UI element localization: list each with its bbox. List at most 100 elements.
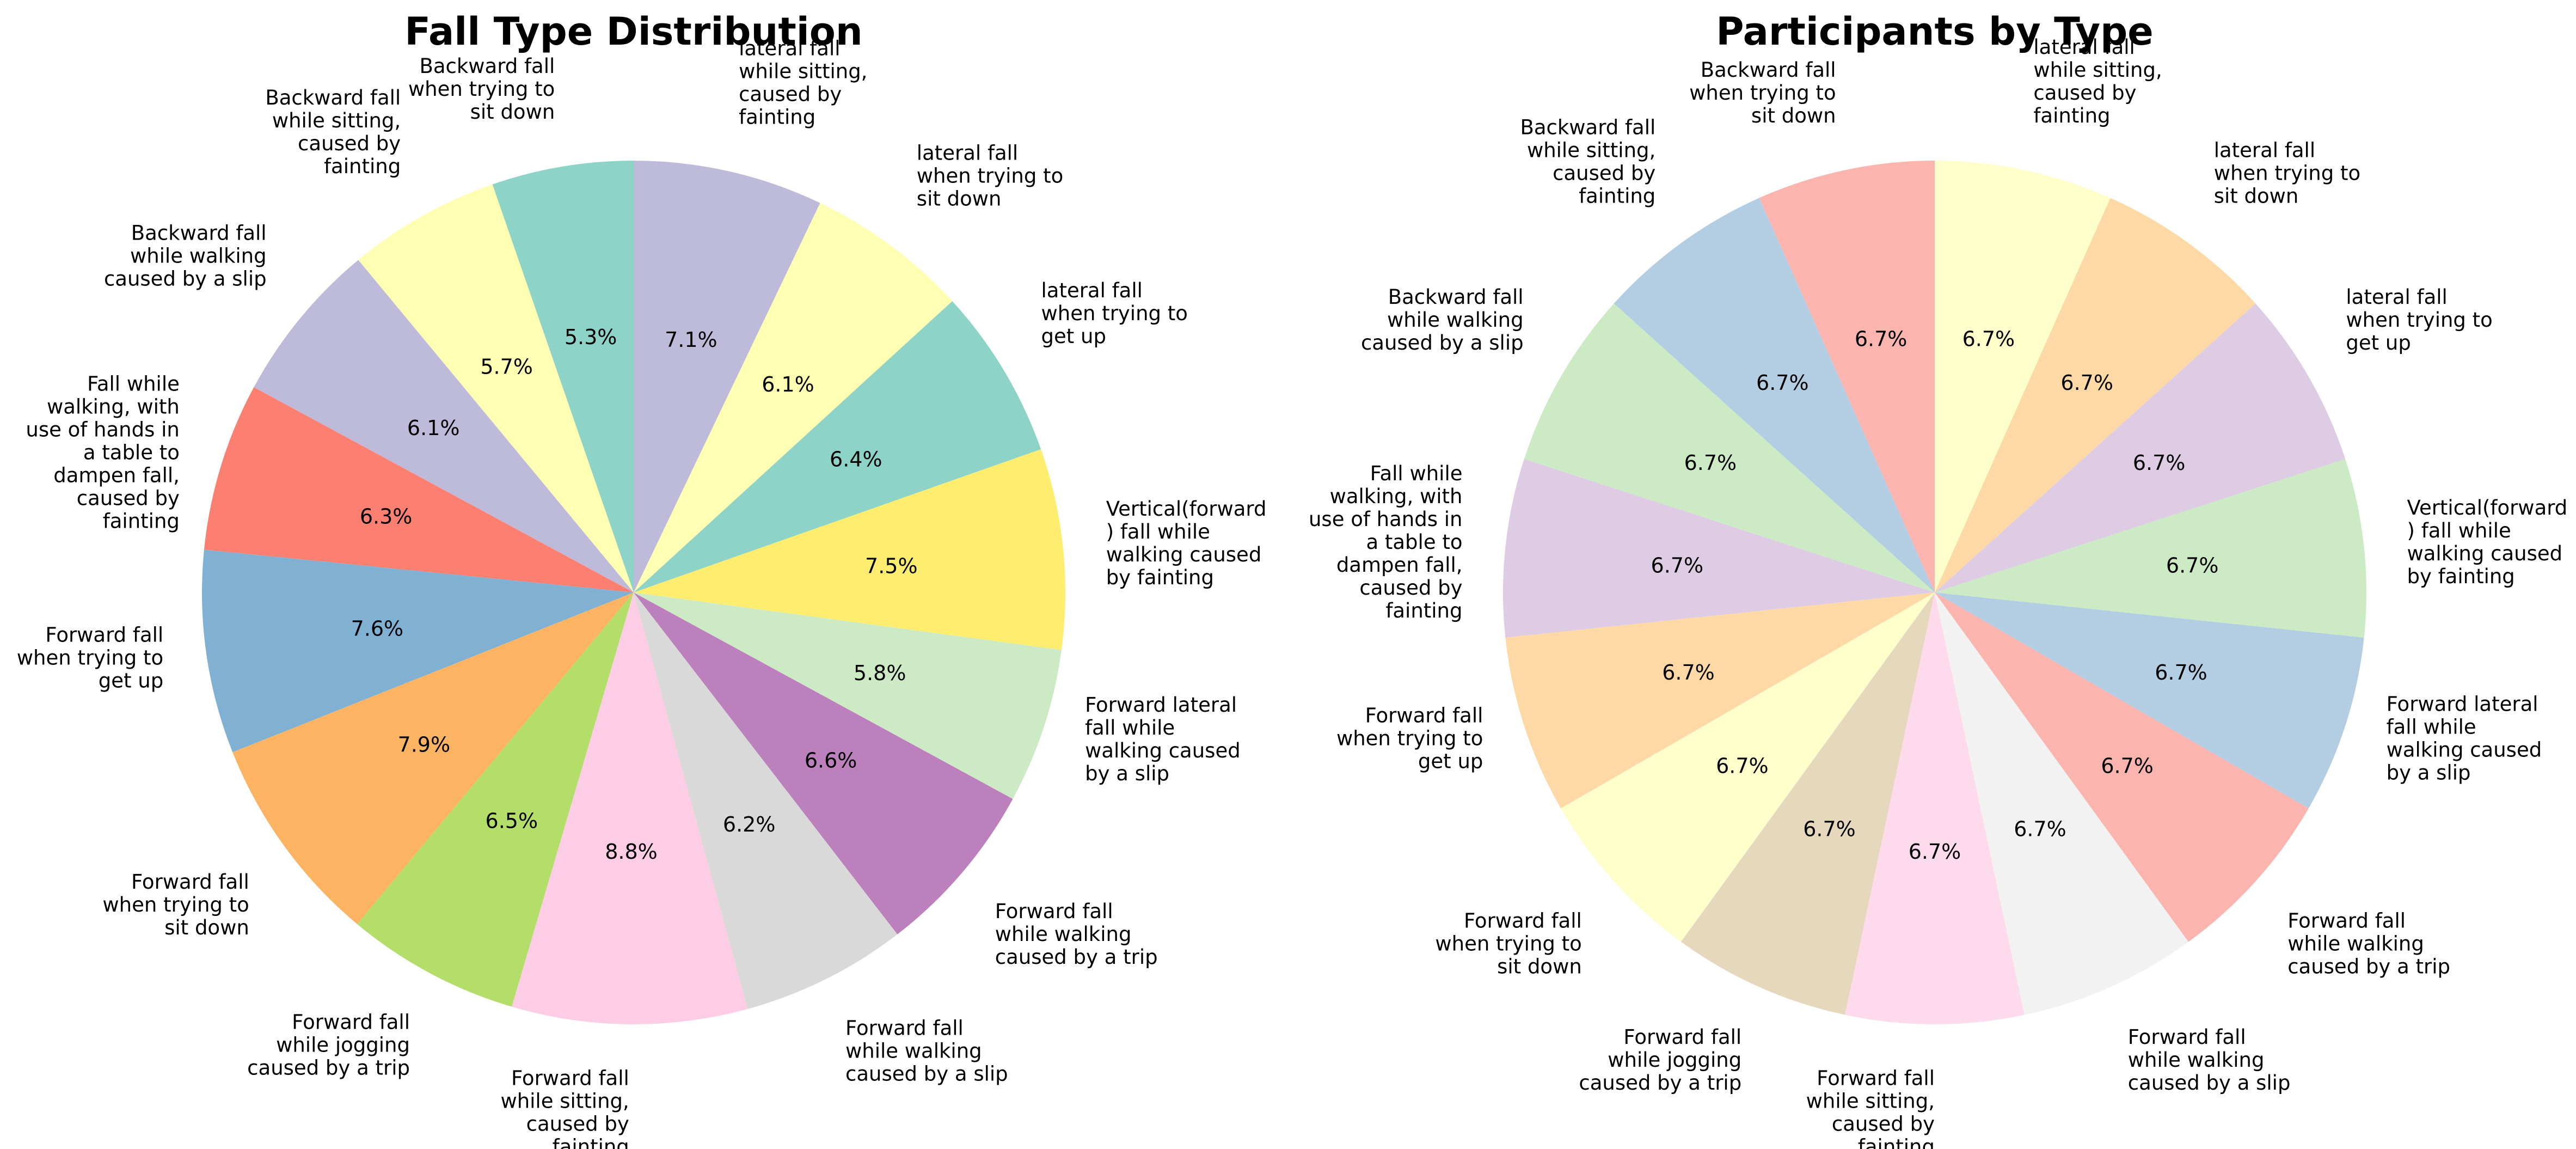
- slice-label: Forward fall while sitting, caused by faint…: [500, 1066, 629, 1149]
- slice-label: lateral fall when trying to get up: [2346, 285, 2492, 355]
- percent-label: 6.7%: [1662, 661, 1715, 684]
- percent-label: 6.5%: [486, 809, 538, 833]
- slice-label: Backward fall when trying to sit down: [408, 54, 555, 124]
- slice-label: Forward fall while walking caused by a sli…: [2128, 1025, 2291, 1095]
- slice-label: Forward fall while jogging caused by a tri…: [1579, 1025, 1741, 1095]
- percent-label: 6.7%: [2133, 451, 2186, 475]
- slice-label: Backward fall while sitting, caused by fain…: [1520, 115, 1655, 207]
- slice-label: Forward fall when trying to get up: [1336, 704, 1483, 773]
- pie-slice-backward-fall-while-walking-caused-by-a-slip: [254, 260, 634, 593]
- pie-slice-lateral-fall-while-sitting-caused-by-fainting: [634, 161, 820, 592]
- percent-label: 6.1%: [762, 372, 814, 396]
- slice-label: Vertical(forward) fall while walking caus…: [2407, 496, 2568, 588]
- percent-labels: 5.3% 5.7% 6.1% 6.3% 7.6% 7.9% 6.5% 8.8% 6.2% 6.6%…: [351, 325, 918, 864]
- percent-labels: 6.7% 6.7% 6.7% 6.7% 6.7% 6.7% 6.7% 6.7% 6.7% 6.7%…: [1651, 327, 2219, 864]
- percent-label: 6.1%: [407, 416, 460, 440]
- pie-slice-backward-fall-while-sitting-caused-by-fainting: [1614, 198, 1935, 592]
- pie-slice-forward-fall-while-walking-caused-by-a-slip: [634, 592, 898, 1009]
- pie-slice-forward-fall-while-sitting-caused-by-fainting: [512, 592, 748, 1025]
- slice-label: Forward fall when trying to get up: [17, 624, 163, 693]
- slice-labels: Backward fall when trying to sit down Backw…: [1309, 35, 2567, 1149]
- percent-label: 5.3%: [565, 325, 617, 349]
- percent-label: 7.6%: [351, 616, 404, 640]
- percent-label: 7.1%: [665, 328, 717, 352]
- pie-slice-forward-fall-while-sitting-caused-by-fainting: [1845, 592, 2025, 1024]
- slice-label: Backward fall when trying to sit down: [1689, 58, 1836, 127]
- slice-label: Forward fall while walking caused by a sli…: [845, 1017, 1008, 1086]
- percent-label: 6.7%: [2101, 754, 2154, 778]
- pie-slice-forward-fall-while-walking-caused-by-a-trip: [1935, 592, 2309, 942]
- slice-label: Forward fall while walking caused by a tri…: [995, 900, 1158, 969]
- pie-chart-fall-type-distribution: Fall Type Distribution Backward fall when…: [17, 9, 1267, 1149]
- pie-slice-fall-while-walking-with-use-of-hands-in-a-table-to-dampen-fall-caused-by-fainting: [1502, 459, 1935, 638]
- pie-slice-forward-fall-while-jogging-caused-by-a-trip: [357, 592, 634, 1007]
- slice-label: Forward lateral fall while walking caused b…: [1085, 693, 1241, 785]
- percent-label: 7.9%: [398, 732, 451, 756]
- pie-chart-participants-by-type: Participants by Type Backward fall when t…: [1309, 9, 2567, 1149]
- percent-label: 6.7%: [1716, 754, 1769, 778]
- pie-slice-forward-fall-while-jogging-caused-by-a-trip: [1680, 592, 1935, 1015]
- pie-slice-backward-fall-when-trying-to-sit-down: [1759, 161, 1935, 592]
- slice-label: lateral fall when trying to get up: [1041, 279, 1188, 348]
- pie-slice-lateral-fall-when-trying-to-sit-down: [634, 203, 953, 592]
- percent-label: 5.8%: [854, 661, 906, 685]
- slice-label: Fall while walking, with use of hands in a …: [26, 372, 180, 533]
- percent-label: 6.6%: [805, 749, 857, 773]
- slice-label: Forward fall while walking caused by a tri…: [2287, 909, 2450, 979]
- percent-label: 6.7%: [1684, 451, 1737, 475]
- pie-slice-forward-fall-while-walking-caused-by-a-trip: [634, 592, 1013, 934]
- percent-label: 6.7%: [1962, 327, 2015, 351]
- pie-slice-backward-fall-while-walking-caused-by-a-slip: [1524, 303, 1935, 592]
- percent-label: 6.7%: [2155, 661, 2207, 684]
- percent-label: 6.4%: [830, 448, 882, 472]
- chart-title: Fall Type Distribution: [404, 9, 862, 54]
- slice-label: Backward fall while sitting, caused by fain…: [265, 86, 401, 178]
- chart-title: Participants by Type: [1716, 9, 2154, 54]
- pie-slice-vertical-forward-fall-while-walking-caused-by-fainting: [634, 449, 1066, 650]
- slice-label: Fall while walking, with use of hands in a …: [1309, 462, 1463, 622]
- slice-labels: Backward fall when trying to sit downBackw…: [17, 36, 1267, 1149]
- slice-label: Vertical(forward) fall while walking caus…: [1106, 497, 1267, 589]
- percent-label: 6.2%: [723, 812, 776, 836]
- percent-label: 6.7%: [1803, 817, 1856, 841]
- percent-label: 6.7%: [2014, 817, 2066, 841]
- slice-label: lateral fall when trying to sit down: [2214, 138, 2360, 207]
- pie-slice-vertical-forward-fall-while-walking-caused-by-fainting: [1935, 459, 2367, 638]
- pie-slice-lateral-fall-when-trying-to-get-up: [634, 301, 1041, 592]
- slice-label: lateral fall when trying to sit down: [917, 142, 1063, 211]
- pie-slice-forward-fall-when-trying-to-sit-down: [1561, 592, 1935, 942]
- percent-label: 6.7%: [1909, 840, 1961, 864]
- pie-slice-backward-fall-when-trying-to-sit-down: [492, 160, 634, 592]
- percent-label: 6.7%: [1756, 371, 1809, 395]
- slices: [202, 160, 1066, 1025]
- slices: [1502, 161, 2367, 1024]
- slice-label: Forward fall when trying to sit down: [102, 870, 249, 939]
- pie-slice-forward-lateral-fall-while-walking-caused-by-a-slip: [634, 592, 1062, 799]
- pie-slice-forward-fall-when-trying-to-get-up: [1505, 592, 1935, 809]
- slice-label: Forward fall when trying to sit down: [1435, 909, 1581, 979]
- slice-label: lateral fall while sitting, caused by faint…: [2033, 35, 2162, 127]
- percent-label: 5.7%: [480, 355, 533, 378]
- pie-slice-backward-fall-while-sitting-caused-by-fainting: [358, 184, 634, 592]
- percent-label: 8.8%: [605, 840, 658, 864]
- pie-slice-lateral-fall-while-sitting-caused-by-fainting: [1935, 161, 2111, 592]
- slice-label: Backward fall while walking caused by a sl…: [1361, 285, 1524, 355]
- percent-label: 6.3%: [360, 505, 413, 529]
- slice-label: lateral fall while sitting, caused by faint…: [739, 36, 867, 129]
- slice-label: Forward fall while sitting, caused by faint…: [1806, 1066, 1935, 1149]
- pie-slice-forward-lateral-fall-while-walking-caused-by-a-slip: [1935, 592, 2364, 809]
- pie-slice-forward-fall-while-walking-caused-by-a-slip: [1935, 592, 2189, 1015]
- slice-label: Backward fall while walking caused by a sl…: [104, 222, 267, 291]
- pie-slice-lateral-fall-when-trying-to-get-up: [1935, 303, 2346, 592]
- percent-label: 6.7%: [1855, 327, 1908, 351]
- percent-label: 6.7%: [2166, 553, 2219, 577]
- percent-label: 7.5%: [865, 554, 918, 578]
- slice-label: Forward fall while jogging caused by a tri…: [247, 1010, 410, 1079]
- percent-label: 6.7%: [1651, 553, 1704, 577]
- pie-slice-fall-while-walking-with-use-of-hands-in-a-table-to-dampen-fall-caused-by-fainting: [204, 387, 634, 592]
- pie-slice-forward-fall-when-trying-to-sit-down: [232, 592, 634, 925]
- percent-label: 6.7%: [2060, 371, 2113, 395]
- pie-slice-forward-fall-when-trying-to-get-up: [202, 549, 634, 753]
- pie-slice-lateral-fall-when-trying-to-sit-down: [1935, 198, 2256, 592]
